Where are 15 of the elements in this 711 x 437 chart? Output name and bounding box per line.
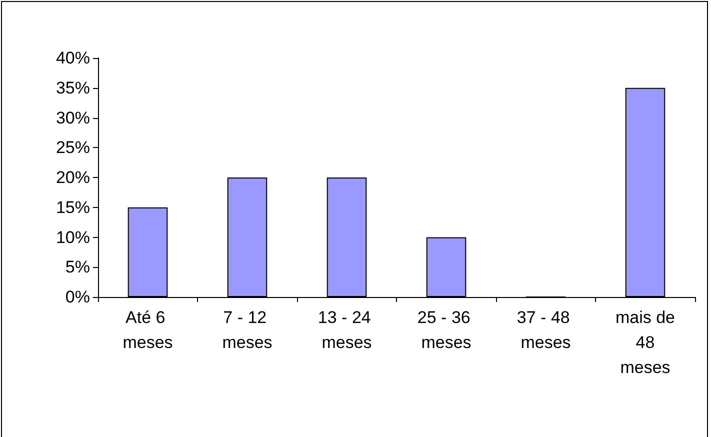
y-tick-label: 35% (56, 78, 90, 98)
x-tick-label: 7 - 12 meses (222, 308, 272, 352)
x-tick-label: 25 - 36 meses (417, 308, 476, 352)
x-tick-label: 37 - 48 meses (516, 308, 575, 352)
y-tick-label: 40% (56, 48, 90, 68)
y-tick-label: 10% (56, 228, 90, 247)
y-tick-label: 20% (56, 168, 90, 187)
y-tick-label: 0% (65, 288, 90, 306)
y-tick-label: 30% (56, 108, 90, 128)
y-tick-label: 5% (65, 258, 90, 277)
y-tick-label: 15% (56, 198, 90, 217)
y-tick-label: 25% (56, 138, 90, 158)
x-tick-label: mais de 48 meses (615, 308, 676, 377)
x-tick-label: 13 - 24 meses (318, 308, 376, 352)
x-tick-label: Até 6 meses (122, 308, 173, 352)
